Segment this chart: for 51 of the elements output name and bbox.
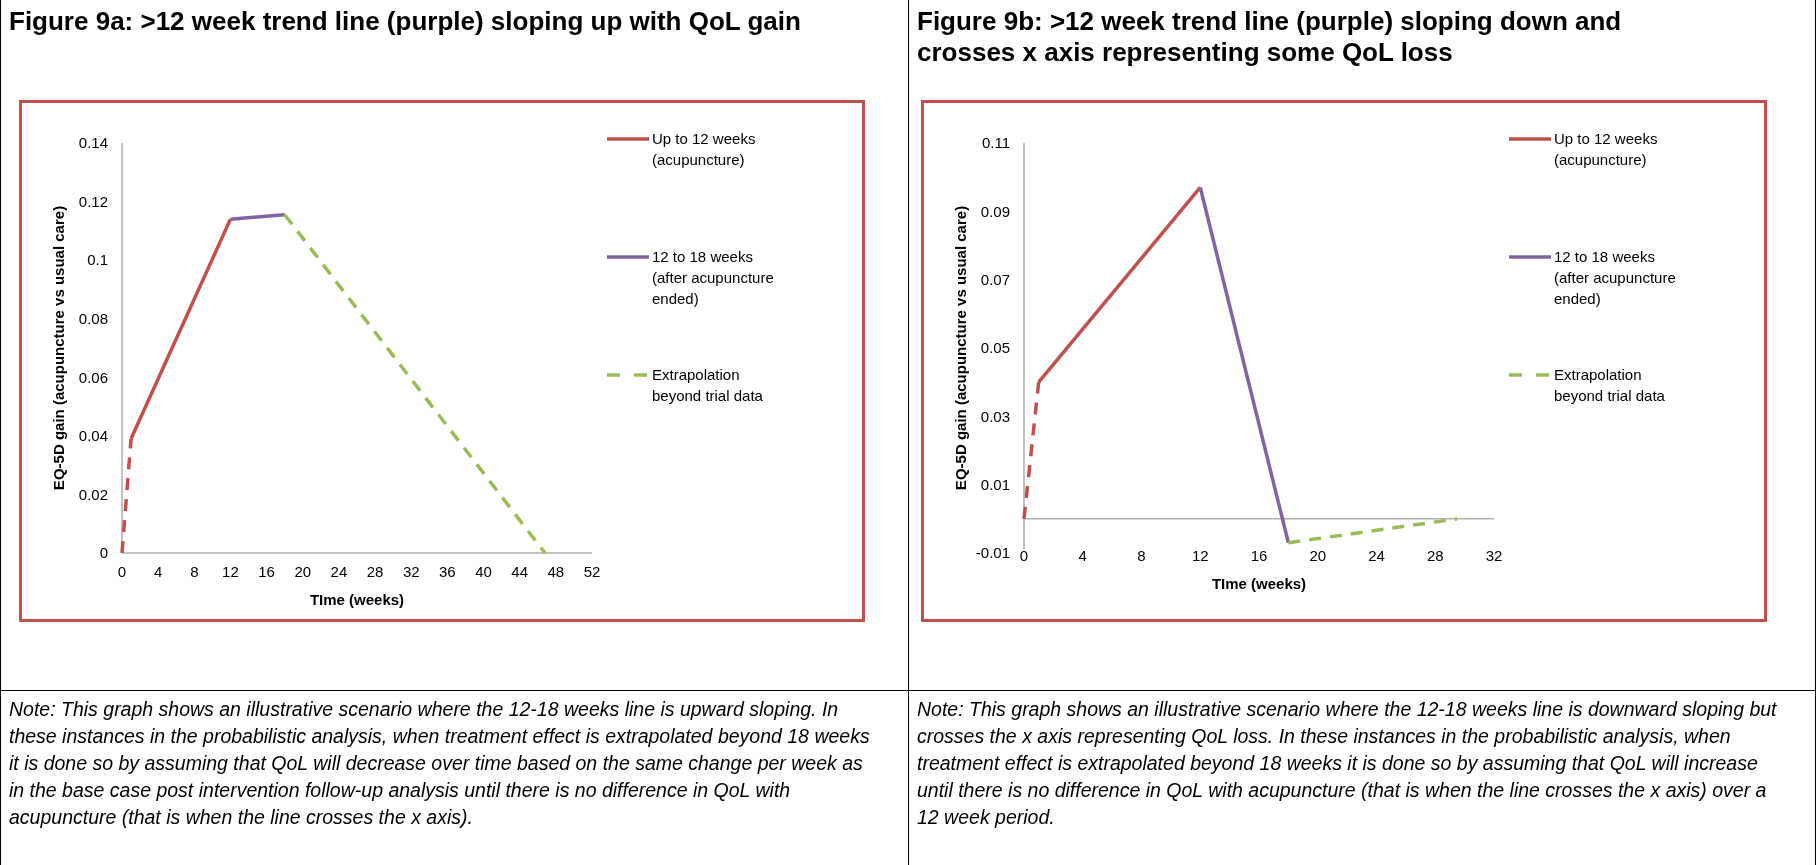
- x-tick-label: 44: [511, 563, 529, 580]
- y-axis-title: EQ-5D gain (acupuncture vs usual care): [50, 205, 67, 491]
- x-tick-label: 20: [1309, 547, 1327, 564]
- x-tick-label: 28: [366, 563, 384, 580]
- x-tick-label: 28: [1426, 547, 1444, 564]
- x-tick-label: 24: [1368, 547, 1385, 564]
- x-tick-label: 32: [402, 563, 420, 580]
- x-tick-label: 0: [1019, 547, 1029, 564]
- y-tick-label: 0.08: [78, 309, 108, 327]
- x-tick-label: 8: [1137, 547, 1146, 564]
- x-tick-label: 16: [1250, 547, 1268, 564]
- x-tick-label: 12: [222, 563, 239, 580]
- y-tick-label: 0.07: [980, 270, 1010, 288]
- x-tick-label: 40: [475, 563, 492, 580]
- x-tick-label: 4: [153, 563, 163, 580]
- x-tick-label: 12: [1191, 547, 1209, 564]
- y-tick-label: 0.03: [980, 407, 1010, 425]
- legend-label: 12 to 18 weeks (after acupuncture ended): [652, 248, 774, 308]
- y-tick-label: 0.02: [78, 485, 108, 503]
- x-tick-label: 52: [583, 563, 601, 580]
- x-tick-label: 0: [117, 563, 127, 580]
- text: Note: This graph shows an illustrative scenario where the 12-18 weeks line is upward sloping. In these instances in the probabilistic analysis, when treatment effect is extrapolated beyond 18 weeks it is done so by assuming that QoL will decrease over time based on the same change per week as in the base case post intervention follow-up analysis until there is no difference in QoL with acupuncture (that is when the line crosses the x axis).: [9, 697, 871, 830]
- x-axis-title: TIme (weeks): [309, 591, 405, 608]
- x-tick-label: 8: [190, 563, 199, 580]
- legend-label: Extrapolation beyond trial data: [1554, 366, 1666, 405]
- chart-title: Figure 9a: >12 week trend line (purple) sloping up with QoL gain: [9, 6, 801, 36]
- y-tick-label: 0.14: [78, 134, 108, 152]
- y-tick-label: -0.01: [975, 544, 1010, 562]
- x-tick-label: 32: [1485, 547, 1503, 564]
- x-tick-label: 20: [294, 563, 312, 580]
- chart-title: Figure 9b: >12 week trend line (purple) sloping down and crosses x axis representing some QoL loss: [917, 6, 1622, 67]
- y-tick-label: 0.01: [980, 475, 1010, 493]
- text: Note: This graph shows an illustrative scenario where the 12-18 weeks line is downward sloping but crosses the x axis representing QoL loss. In these instances in the probabilistic analysis, when treatment effect is extrapolated beyond 18 weeks it is done so by assuming that QoL will increase until there is no difference in QoL with acupuncture (that is when the line crosses the x axis) over a 12 week period.: [917, 697, 1778, 830]
- x-tick-label: 4: [1078, 547, 1087, 564]
- y-tick-label: 0.1: [87, 251, 108, 269]
- legend-label: 12 to 18 weeks (after acupuncture ended): [1554, 248, 1676, 308]
- x-tick-label: 36: [439, 563, 456, 580]
- y-tick-label: 0.06: [78, 368, 108, 386]
- x-tick-label: 16: [258, 563, 275, 580]
- legend-label: Extrapolation beyond trial data: [652, 366, 764, 405]
- x-axis-title: TIme (weeks): [1211, 575, 1307, 592]
- x-tick-label: 24: [330, 563, 348, 580]
- y-axis-title: EQ-5D gain (acupuncture vs usual care): [952, 205, 969, 491]
- legend-label: Up to 12 weeks (acupuncture): [652, 130, 756, 169]
- y-tick-label: 0.04: [78, 427, 108, 445]
- y-tick-label: 0.12: [78, 192, 108, 210]
- y-tick-label: 0.09: [980, 202, 1010, 220]
- x-tick-label: 48: [547, 563, 565, 580]
- y-tick-label: 0.05: [980, 339, 1010, 357]
- y-tick-label: 0.11: [981, 134, 1010, 152]
- legend-label: Up to 12 weeks (acupuncture): [1554, 130, 1658, 169]
